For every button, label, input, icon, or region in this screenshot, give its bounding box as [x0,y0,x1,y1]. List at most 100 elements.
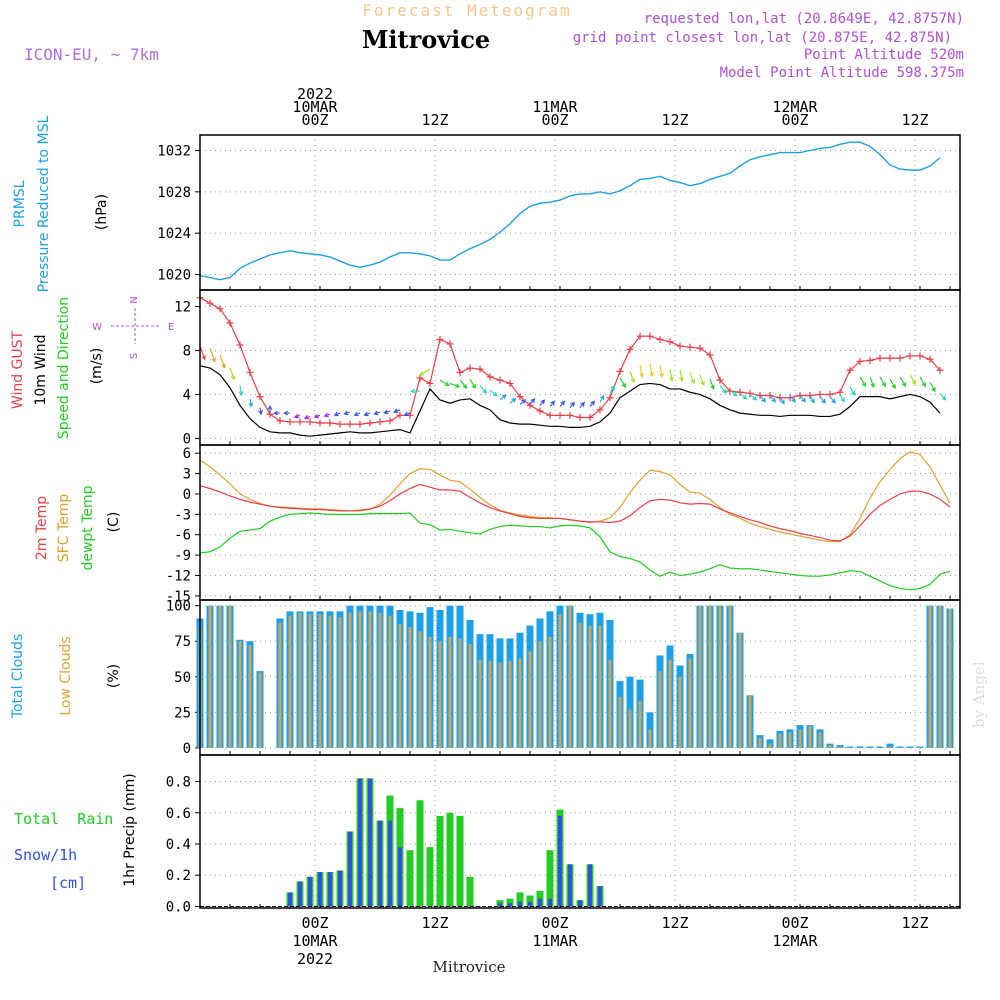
low-cloud-bar [488,661,492,748]
low-cloud-bar [398,624,402,748]
wind-direction-arrow [403,411,411,417]
compass-east: E [168,322,174,333]
wind-label-dir: Speed and Direction [56,297,72,439]
wind-gust-marker [466,364,474,372]
low-cloud-bar [928,605,932,748]
low-cloud-bar [688,658,692,748]
snow-bar [348,831,352,907]
rain-bar [546,850,554,907]
low-cloud-bar [518,658,522,748]
wind-direction-arrow [719,385,727,394]
snow-bar [558,815,562,907]
time-label-top: 00Z [541,111,568,129]
wind-direction-arrow [879,376,886,388]
wind-direction-arrow [689,372,696,385]
wind-gust-marker [446,340,454,348]
wind-direction-arrow [499,394,507,401]
time-label-top: 00Z [301,111,328,129]
wind-direction-arrow [519,399,527,405]
low-cloud-bar [308,614,312,748]
y-tick-label: -12 [166,569,191,585]
wind-gust-marker [626,345,634,353]
wind-direction-arrow [919,376,926,388]
wind-gust-marker [216,305,224,313]
temp-label-dew: dewpt Temp [80,485,96,570]
low-cloud-bar [318,614,322,748]
y-tick-label: 0.0 [166,899,191,915]
y-tick-label: 1020 [157,268,191,284]
total-cloud-bar [896,746,904,748]
wind-direction-arrow [659,364,664,379]
temp-dewpt-line [199,512,951,591]
panel-frame [199,754,961,909]
time-label-bottom: 11MAR [532,932,578,950]
wind-gust-marker [886,354,894,362]
wind-direction-arrow [283,410,290,416]
wind-gust-marker [856,357,864,365]
wind-direction-arrow [229,367,236,381]
precip-label-rain: Total Rain [14,810,113,828]
wind-gust-marker [356,420,364,428]
time-label-bottom: 12Z [421,914,448,932]
wind-gust-marker [236,341,244,349]
grid-coords: grid point closest lon,lat (20.875E, 42.… [573,30,952,46]
rain-bar [506,898,514,907]
low-cloud-bar [938,605,942,748]
wind-gust-marker [206,299,214,307]
rain-bar [466,876,474,907]
low-cloud-bar [798,729,802,748]
temp-2m-line [199,483,951,542]
low-cloud-bar [728,605,732,748]
wind-gust-line [199,297,941,425]
y-tick-label: 12 [174,299,191,315]
wind-direction-arrow [383,409,391,415]
low-cloud-bar [558,614,562,748]
y-tick-label: -9 [174,548,191,564]
wind-direction-arrow [889,378,896,390]
rain-bar [436,815,444,907]
y-tick-label: 100 [166,599,191,615]
y-tick-label: 4 [183,387,191,403]
low-cloud-bar [768,743,772,748]
total-cloud-bar [876,746,884,748]
wind-direction-arrow [929,382,936,392]
wind-gust-marker [736,388,744,396]
bottom-location: Mitrovice [433,958,506,976]
low-cloud-bar [708,605,712,748]
wind-gust-marker [316,419,324,427]
wind-direction-arrow [333,411,341,417]
wind-gust-marker [536,407,544,415]
wind-gust-marker [706,351,714,359]
wind-gust-marker [726,387,734,395]
temp-sfc-line [199,451,951,543]
wind-direction-arrow [489,389,498,397]
time-label-top: 2022 [297,85,333,103]
low-cloud-bar [578,622,582,748]
low-cloud-bar [788,732,792,748]
time-label-bottom: 00Z [781,914,808,932]
panel-frame [199,444,961,601]
low-cloud-bar [638,700,642,748]
wind-gust-marker [366,419,374,427]
wind-direction-arrow [599,394,605,403]
compass-south: S [129,353,140,359]
wind-gust-marker [606,394,614,402]
low-cloud-bar [808,726,812,748]
wind-direction-arrow [199,345,206,361]
total-cloud-bar [916,746,924,748]
time-label-bottom: 12MAR [772,932,818,950]
wind-gust-marker [586,414,594,422]
compass-west: W [92,322,102,333]
wind-gust-marker [276,417,284,425]
plots-layer: 1020 1024 1028 1032 0 4 8 12 6 3 0 -3 -6 -9 -12 -15 0 25 5… [157,85,961,968]
snow-bar [298,881,302,907]
y-tick-label: 1028 [157,185,191,201]
low-cloud-bar [358,611,362,748]
wind-gust-marker [556,411,564,419]
wind-gust-marker [496,376,504,384]
requested-coords: requested lon,lat (20.8649E, 42.8757N) [644,11,964,27]
wind-direction-arrow [258,407,263,416]
y-tick-label: -3 [174,507,191,523]
wind-gust-marker [576,414,584,422]
